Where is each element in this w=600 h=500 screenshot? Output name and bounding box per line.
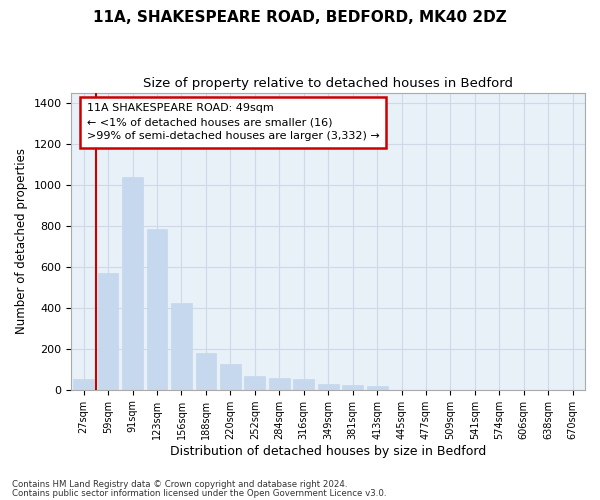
Bar [98, 273, 118, 390]
Bar [171, 303, 192, 390]
Text: 11A SHAKESPEARE ROAD: 49sqm
← <1% of detached houses are smaller (16)
>99% of se: 11A SHAKESPEARE ROAD: 49sqm ← <1% of det… [87, 104, 380, 142]
Bar [367, 386, 388, 390]
Bar [220, 364, 241, 390]
Title: Size of property relative to detached houses in Bedford: Size of property relative to detached ho… [143, 78, 513, 90]
Bar [318, 384, 338, 390]
Text: Contains HM Land Registry data © Crown copyright and database right 2024.: Contains HM Land Registry data © Crown c… [12, 480, 347, 489]
Bar [269, 378, 290, 390]
Bar [146, 229, 167, 390]
Y-axis label: Number of detached properties: Number of detached properties [15, 148, 28, 334]
Bar [196, 354, 217, 390]
X-axis label: Distribution of detached houses by size in Bedford: Distribution of detached houses by size … [170, 444, 487, 458]
Bar [244, 376, 265, 390]
Bar [342, 384, 363, 390]
Text: 11A, SHAKESPEARE ROAD, BEDFORD, MK40 2DZ: 11A, SHAKESPEARE ROAD, BEDFORD, MK40 2DZ [93, 10, 507, 25]
Bar [73, 380, 94, 390]
Bar [293, 380, 314, 390]
Bar [122, 177, 143, 390]
Text: Contains public sector information licensed under the Open Government Licence v3: Contains public sector information licen… [12, 488, 386, 498]
